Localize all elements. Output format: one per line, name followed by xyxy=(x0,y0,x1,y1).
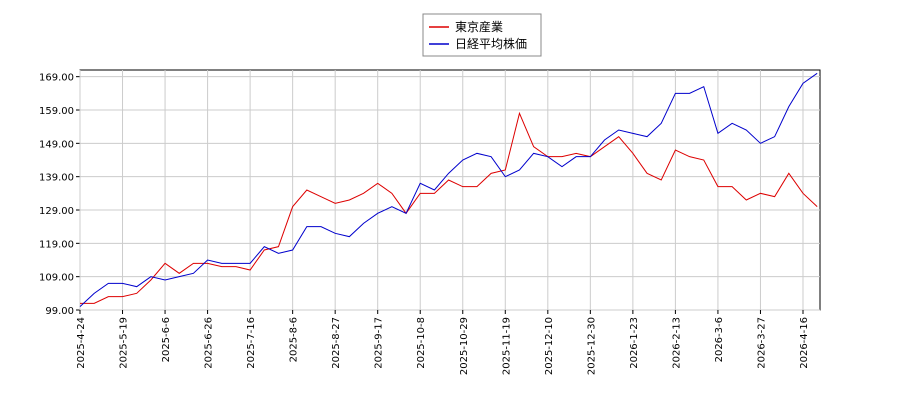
x-tick-label: 2026-4-16 xyxy=(799,317,810,369)
y-tick-label: 129.00 xyxy=(39,206,74,217)
x-tick-label: 2025-6-6 xyxy=(161,317,172,362)
y-tick-label: 109.00 xyxy=(39,273,74,284)
x-tick-label: 2025-10-29 xyxy=(459,317,470,375)
y-tick-label: 139.00 xyxy=(39,173,74,184)
y-tick-label: 169.00 xyxy=(39,73,74,84)
x-tick-label: 2025-11-19 xyxy=(501,317,512,375)
x-tick-label: 2025-8-6 xyxy=(289,317,300,362)
x-tick-label: 2026-3-6 xyxy=(714,317,725,362)
legend-label: 東京産業 xyxy=(455,19,503,34)
y-tick-label: 119.00 xyxy=(39,239,74,250)
x-tick-label: 2025-7-16 xyxy=(246,317,257,369)
series-line xyxy=(79,72,818,308)
x-tick-label: 2025-12-30 xyxy=(586,317,597,375)
x-tick-label: 2025-4-24 xyxy=(76,317,87,369)
x-tick-label: 2025-12-10 xyxy=(544,317,555,375)
x-tick-label: 2026-3-27 xyxy=(756,317,767,369)
x-tick-label: 2025-10-8 xyxy=(416,317,427,369)
y-tick-label: 149.00 xyxy=(39,139,74,150)
x-tick-label: 2026-2-13 xyxy=(671,317,682,369)
series-line xyxy=(80,111,818,304)
legend-label: 日経平均株価 xyxy=(455,36,527,51)
x-tick-label: 2025-5-19 xyxy=(119,317,130,369)
y-tick-label: 99.00 xyxy=(45,306,74,317)
legend-box xyxy=(422,13,542,57)
x-tick-label: 2025-9-17 xyxy=(374,317,385,369)
x-tick-label: 2025-8-27 xyxy=(331,317,342,369)
y-tick-label: 159.00 xyxy=(39,106,74,117)
x-tick-label: 2025-6-26 xyxy=(204,317,215,369)
x-tick-label: 2026-1-23 xyxy=(629,317,640,369)
